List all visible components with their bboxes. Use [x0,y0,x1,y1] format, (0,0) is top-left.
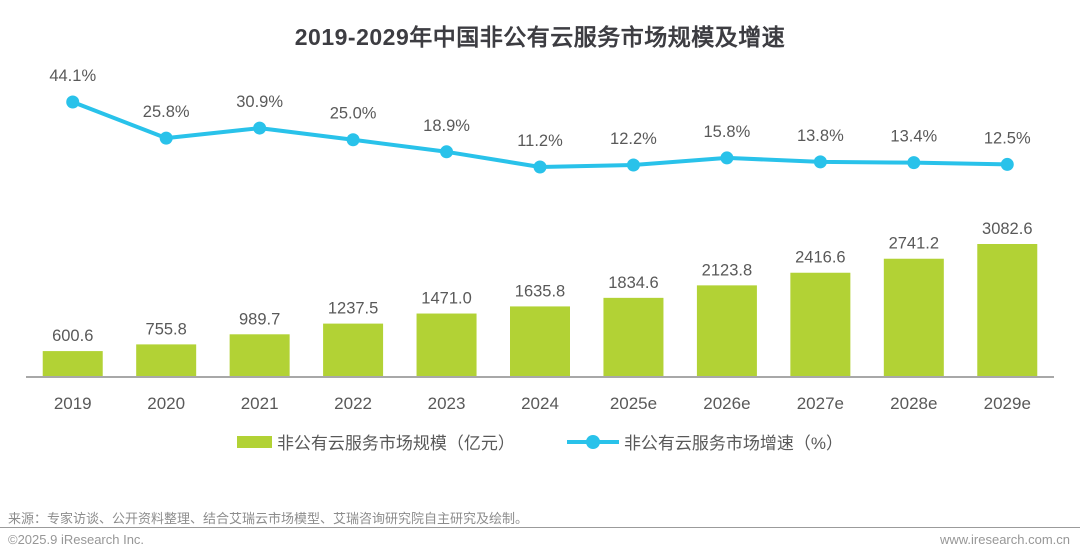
x-axis-label: 2019 [54,394,92,413]
bar-value-label: 2416.6 [795,249,845,267]
x-axis-label: 2028e [890,394,937,413]
bar-value-label: 600.6 [52,327,93,345]
bar-2027e [790,272,851,377]
bar-value-label: 755.8 [146,320,187,338]
bar-value-label: 3082.6 [982,220,1032,238]
bar-2023 [416,313,477,377]
legend-item-growth-rate: 非公有云服务市场增速（%） [566,429,844,454]
line-point-2028e [907,156,921,170]
line-point-2019 [66,95,80,109]
line-point-2027e [813,155,827,169]
bar-2026e [696,285,757,377]
bar-value-label: 2741.2 [889,235,939,253]
line-point-2020 [159,131,173,145]
copyright-text: ©2025.9 iResearch Inc. [8,532,145,547]
bar-2025e [603,297,664,377]
x-axis-label: 2025e [610,394,657,413]
bar-2021 [229,334,290,377]
footer-divider [0,527,1080,528]
growth-value-label: 13.8% [797,127,844,145]
line-point-2022 [346,133,360,147]
x-axis-label: 2023 [428,394,466,413]
growth-value-label: 18.9% [423,117,470,135]
x-axis-label: 2026e [703,394,750,413]
bar-legend-swatch-icon [236,435,272,448]
bar-2028e [883,258,944,377]
growth-value-label: 30.9% [236,93,283,111]
x-axis-label: 2027e [797,394,844,413]
line-point-2029e [1000,157,1014,171]
bar-2020 [136,344,197,377]
bar-value-label: 1635.8 [515,282,565,300]
legend-item-market-size: 非公有云服务市场规模（亿元） [236,429,515,454]
growth-value-label: 12.5% [984,129,1031,147]
growth-value-label: 44.1% [49,67,96,85]
line-point-2025e [626,158,640,172]
line-legend-swatch-icon [566,434,619,449]
line-point-2021 [253,121,267,135]
bar-value-label: 1471.0 [421,290,471,308]
bar-value-label: 2123.8 [702,261,752,279]
line-point-2026e [720,151,734,165]
growth-value-label: 25.0% [330,105,377,123]
bar-value-label: 989.7 [239,310,280,328]
bar-2024 [510,306,570,377]
website-text: www.iresearch.com.cn [939,532,1070,547]
line-legend-dot-icon [585,434,600,449]
source-note: 来源：专家访谈、公开资料整理、结合艾瑞云市场模型、艾瑞咨询研究院自主研究及绘制。 [8,511,529,526]
legend: 非公有云服务市场规模（亿元） 非公有云服务市场增速（%） [0,429,1080,454]
line-point-2023 [440,145,454,159]
growth-value-label: 15.8% [704,123,751,141]
bar-2022 [323,323,384,377]
growth-value-label: 11.2% [517,132,563,150]
chart-title: 2019-2029年中国非公有云服务市场规模及增速 [294,24,786,50]
x-axis-label: 2029e [984,394,1031,413]
x-axis-label: 2020 [147,394,185,413]
bar-value-label: 1834.6 [608,274,658,292]
x-axis-label: 2022 [334,394,372,413]
line-point-2024 [533,160,547,174]
growth-value-label: 13.4% [890,128,937,146]
bar-value-label: 1237.5 [328,300,378,318]
legend-label-market-size: 非公有云服务市场规模（亿元） [276,434,515,453]
growth-value-label: 25.8% [143,103,190,121]
bar-2019 [42,351,103,377]
x-axis-label: 2021 [241,394,279,413]
growth-value-label: 12.2% [610,130,657,148]
x-axis-label: 2024 [521,394,559,413]
bar-2029e [977,244,1038,377]
legend-label-growth-rate: 非公有云服务市场增速（%） [623,434,844,453]
